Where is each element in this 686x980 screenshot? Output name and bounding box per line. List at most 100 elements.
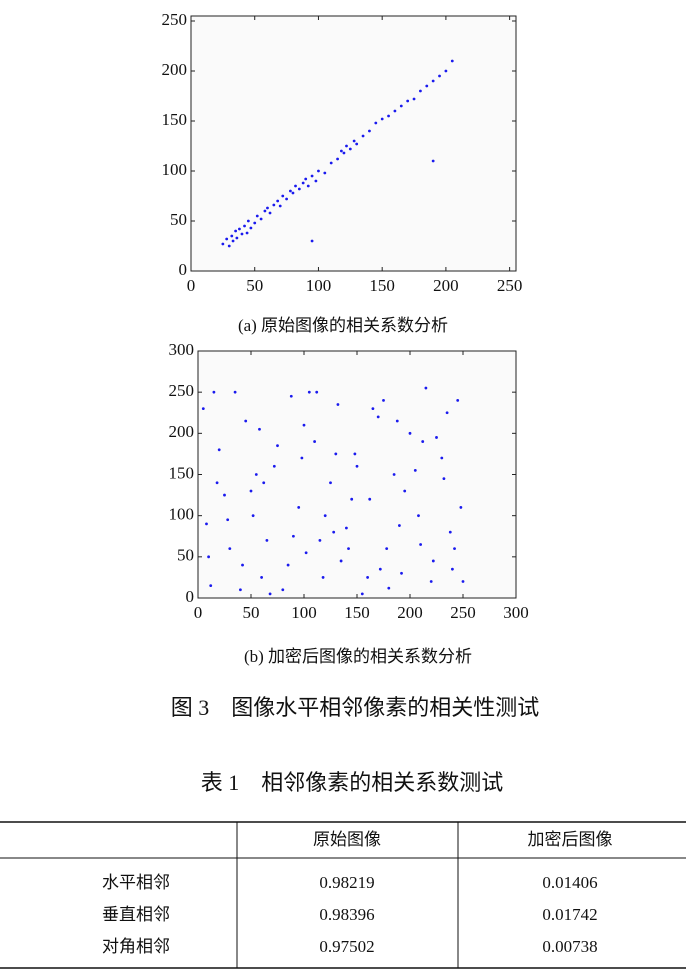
point <box>317 169 320 173</box>
point <box>251 514 255 518</box>
point <box>300 456 304 460</box>
point <box>209 584 213 588</box>
point <box>334 452 338 456</box>
point <box>400 571 403 575</box>
point <box>276 444 279 448</box>
y-tick-label: 150 <box>169 463 195 482</box>
point <box>371 407 375 411</box>
point <box>425 84 429 88</box>
point <box>212 390 216 394</box>
point <box>421 440 425 443</box>
point <box>321 576 325 579</box>
table-caption: 表 1 相邻像素的相关系数测试 <box>201 770 504 795</box>
point <box>339 559 343 563</box>
point <box>406 99 410 103</box>
point <box>259 217 263 221</box>
point <box>355 142 359 146</box>
point <box>292 534 295 538</box>
point <box>417 514 420 518</box>
point <box>350 497 354 501</box>
point <box>301 181 305 185</box>
point <box>276 199 280 203</box>
point <box>226 518 230 522</box>
point <box>307 390 311 394</box>
x-tick-label: 150 <box>344 603 370 622</box>
y-tick-label: 250 <box>162 10 188 29</box>
x-tick-label: 50 <box>246 276 263 295</box>
point <box>440 456 444 460</box>
x-tick-label: 250 <box>497 276 523 295</box>
table-header: 加密后图像 <box>528 830 613 849</box>
point <box>239 588 242 592</box>
point <box>314 179 318 183</box>
point <box>461 580 465 583</box>
point <box>240 232 244 236</box>
y-tick-label: 200 <box>162 60 188 79</box>
point <box>304 177 308 181</box>
table-cell: 0.01406 <box>542 873 597 892</box>
point <box>294 184 297 188</box>
row-label: 垂直相邻 <box>102 905 170 924</box>
point <box>310 239 314 243</box>
point <box>353 452 357 456</box>
x-tick-label: 50 <box>243 603 260 622</box>
x-tick-label: 0 <box>187 276 196 295</box>
point <box>382 399 385 402</box>
point <box>244 419 248 423</box>
point <box>368 497 372 501</box>
table-header: 原始图像 <box>313 830 381 849</box>
point <box>249 226 253 230</box>
point <box>241 563 244 567</box>
point <box>268 211 272 215</box>
point <box>231 239 235 243</box>
point <box>223 493 226 497</box>
point <box>272 203 276 207</box>
table <box>0 821 686 969</box>
point <box>302 423 306 427</box>
point <box>246 219 250 223</box>
y-tick-label: 100 <box>162 160 188 179</box>
point <box>374 121 378 125</box>
point <box>265 538 269 542</box>
point <box>459 506 463 509</box>
point <box>444 69 448 73</box>
point <box>233 390 237 394</box>
point <box>387 114 390 118</box>
point <box>266 206 269 210</box>
point <box>345 144 348 148</box>
point <box>431 559 435 563</box>
point <box>221 242 225 246</box>
y-tick-label: 0 <box>186 587 195 606</box>
point <box>336 403 340 406</box>
point <box>235 236 239 240</box>
point <box>453 547 456 550</box>
point <box>228 547 232 550</box>
table-cell: 0.97502 <box>319 937 374 956</box>
table-cell: 0.98219 <box>319 873 374 892</box>
point <box>215 481 219 485</box>
point <box>268 592 272 596</box>
x-tick-label: 150 <box>369 276 395 295</box>
y-tick-label: 100 <box>169 505 195 524</box>
table-cell: 0.98396 <box>319 905 374 924</box>
point <box>339 149 343 153</box>
point <box>368 129 371 133</box>
point <box>408 431 412 435</box>
x-tick-label: 200 <box>397 603 423 622</box>
point <box>431 79 435 83</box>
point <box>332 530 336 534</box>
point <box>205 522 208 526</box>
point <box>291 191 295 195</box>
y-tick-label: 150 <box>162 110 188 129</box>
x-tick-label: 100 <box>291 603 317 622</box>
y-tick-label: 300 <box>169 340 195 359</box>
point <box>348 147 352 151</box>
point <box>360 592 364 596</box>
point <box>249 489 253 493</box>
point <box>345 526 348 530</box>
point <box>355 464 359 468</box>
y-tick-label: 200 <box>169 422 195 441</box>
table-cell: 0.01742 <box>542 905 597 924</box>
point <box>329 481 332 485</box>
row-label: 水平相邻 <box>102 873 170 892</box>
